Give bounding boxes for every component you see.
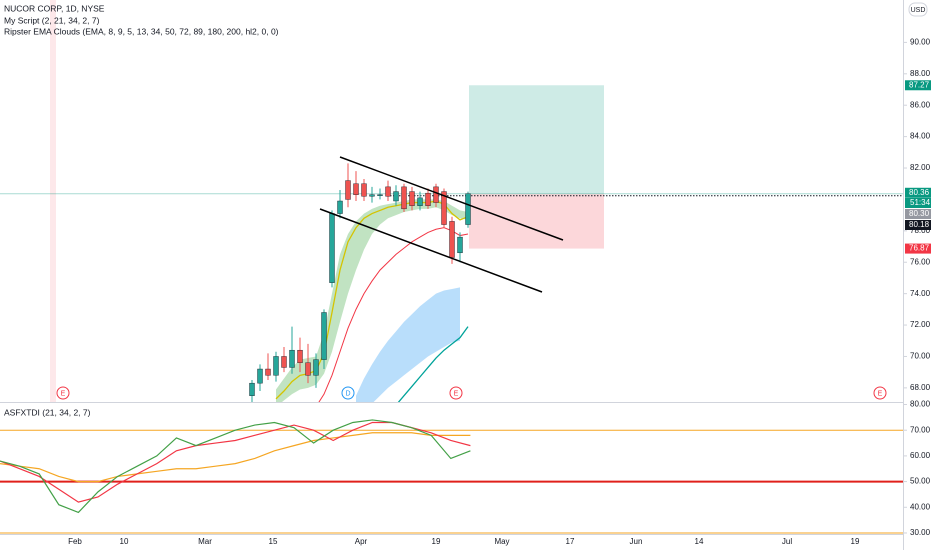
candle-body [409,191,415,206]
candle-body [441,191,447,225]
indicator-tick-label: 50.00 [910,477,931,486]
price-tick-label: 88.00 [910,69,931,78]
price-tag-label: 80.18 [909,220,930,229]
candle-body [385,186,391,197]
price-tick-label: 74.00 [910,289,931,298]
symbol-title[interactable]: NUCOR CORP, 1D, NYSE [4,3,105,13]
candle-body [257,368,263,384]
time-label: Mar [198,537,212,546]
price-tag [905,220,931,230]
time-label: Feb [68,537,82,546]
blue-cloud [356,287,460,402]
indicator-pane [0,419,903,534]
price-tag [905,209,931,219]
candle-body [265,368,271,376]
candle-body [417,197,423,206]
countdown: 51:34 [910,198,931,207]
event-label: E [61,390,66,397]
indicator-green [0,419,471,514]
candle-body [457,236,463,254]
event-label: E [878,390,883,397]
indicator-tick-label: 80.00 [910,400,931,409]
time-label: May [494,537,509,546]
price-tick-label: 82.00 [910,163,931,172]
candle-body [321,312,327,360]
price-tick-label: 76.00 [910,257,931,266]
candle-body [449,221,455,258]
candle-body [377,194,383,196]
candle-body [329,213,335,283]
candle-body [297,349,303,363]
indicator-legend[interactable]: ASFXTDI (21, 34, 2, 7) [4,407,91,417]
event-label: D [345,390,350,397]
time-label: Jun [630,537,643,546]
candle-body [361,183,367,197]
candle-body [289,349,295,368]
price-tick-label: 68.00 [910,383,931,392]
indicator-tick-label: 70.00 [910,425,931,434]
candle-body [337,200,343,214]
candle-body [433,186,439,203]
currency: USD [911,7,926,14]
price-tag-label: 80.30 [909,209,930,218]
price-tag-label: 87.27 [909,80,930,89]
time-label: 15 [269,537,278,546]
event-marker[interactable] [56,386,70,400]
price-tag-label: 80.36 [909,188,930,197]
candle-body [393,191,399,202]
candle-body [249,382,255,396]
price-tick-label: 72.00 [910,320,931,329]
session-highlight [50,0,56,402]
price-tag-label: 76.87 [909,244,930,253]
indicator-tick-label: 60.00 [910,451,931,460]
ema-red [318,227,469,402]
price-tick-label: 90.00 [910,38,931,47]
time-label: 14 [695,537,704,546]
ema-teal [397,326,469,402]
time-label: Jul [782,537,792,546]
candle-body [353,183,359,195]
target-zone [469,85,604,194]
candle-body [401,186,407,210]
candle-body [273,356,279,376]
price-tick-label: 78.00 [910,226,931,235]
price-tick-label: 70.00 [910,352,931,361]
script-legend[interactable]: My Script (2, 21, 34, 2, 7) [4,15,100,25]
candle-body [281,356,287,368]
indicator-tick-label: 30.00 [910,528,931,537]
time-label: Apr [355,537,368,546]
indicator-orange [0,432,471,483]
time-label: 17 [566,537,575,546]
candle-body [425,192,431,206]
event-marker[interactable] [873,386,887,400]
price-tag [905,243,931,254]
trend-line [339,156,564,241]
price-tag [905,187,931,198]
event-marker[interactable] [449,386,463,400]
overlay: 90.00 88.00 86.00 84.00 82.00 78.00 76.00 74.00… [68,38,931,546]
candle-body [369,194,375,197]
countdown-bg [905,198,931,208]
event-marker[interactable] [341,386,355,400]
time-label: 19 [432,537,441,546]
time-label: 10 [120,537,129,546]
event-label: E [454,390,459,397]
candle-body [345,180,351,200]
candle-body [465,193,471,225]
trend-line [319,208,543,293]
price-tick-label: 86.00 [910,100,931,109]
stop-zone [469,193,604,249]
price-tick-label: 84.00 [910,132,931,141]
currency-badge[interactable] [908,2,928,17]
time-label: 19 [851,537,860,546]
clouds-legend[interactable]: Ripster EMA Clouds (EMA, 8, 9, 5, 13, 34… [4,26,279,36]
indicator-tick-label: 40.00 [910,502,931,511]
candle-body [305,362,311,376]
price-tag [905,80,931,91]
candle-body [313,359,319,376]
